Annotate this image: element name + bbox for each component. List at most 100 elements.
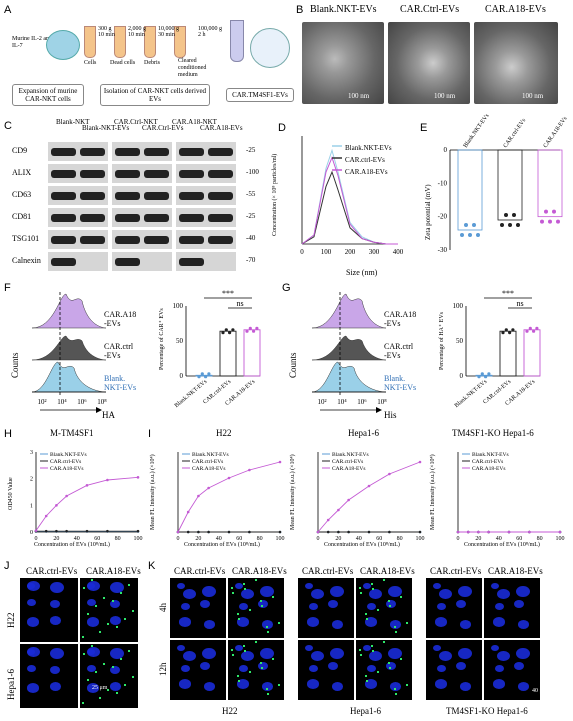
I2-pt <box>388 530 391 534</box>
F-point <box>224 328 228 332</box>
k-image-1-2 <box>298 640 354 700</box>
blot-strip <box>176 208 236 227</box>
zeta-cat-2: CAR.A18-EVs <box>543 115 569 149</box>
I1-pt <box>248 468 251 472</box>
I3-xtick: 20 <box>475 536 481 542</box>
k-group-2: Hepa1-6 <box>350 706 381 716</box>
zeta-point <box>500 223 504 227</box>
I1-pt <box>176 530 180 534</box>
spin-4: 100,000 g 2 h <box>198 26 222 38</box>
fl-chart-ko: 0 20 40 60 80 100 Blank.NKT-EVsCAR.ctrl-EVsCAR… <box>457 452 565 542</box>
k-group-1: H22 <box>222 706 238 716</box>
blot-band <box>208 236 233 244</box>
blot-band <box>80 192 105 200</box>
blot-band <box>80 170 105 178</box>
blot-band <box>179 170 204 178</box>
h-title: M-TM4SF1 <box>50 428 94 438</box>
I1-xtick: 40 <box>216 536 222 542</box>
lane-header: Blank-NKT Blank-NKT-EVs CAR.Ctrl-NKT CAR… <box>56 118 256 140</box>
H-pt <box>85 529 89 533</box>
I3-legend-2: CAR.A18-EVs <box>472 466 505 472</box>
I2-pt <box>316 530 320 534</box>
blot-kda-4: -40 <box>246 234 256 242</box>
I3-legend-0: Blank.NKT-EVs <box>472 452 509 458</box>
zeta-point <box>508 223 512 227</box>
f-pop-ctrl: CAR.ctrl -EVs <box>104 342 134 360</box>
G-sig-2: ns <box>516 299 523 308</box>
zeta-point <box>504 213 508 217</box>
panel-label-a: A <box>4 4 12 16</box>
blot-band <box>144 148 169 156</box>
blot-kda-0: -25 <box>246 146 256 154</box>
i-title-1: H22 <box>216 428 232 438</box>
flow-hist-0 <box>311 293 387 329</box>
j-col-1: CAR.ctrl-EVs <box>26 566 78 576</box>
G-ytick: 100 <box>453 302 464 310</box>
F-point <box>204 375 208 379</box>
G-point <box>504 328 508 332</box>
i1-xlabel: Concentration of EVs (10⁸/mL) <box>184 542 260 548</box>
I2-pt <box>367 530 371 534</box>
panel-label-k: K <box>148 560 156 572</box>
blot-strip <box>48 208 108 227</box>
flow-hist-ha: 10² 10⁴ 10⁶ 10⁸ <box>31 292 107 413</box>
zeta-point <box>556 219 560 224</box>
G-ytick: 50 <box>456 337 464 345</box>
G-point <box>535 326 539 330</box>
I1-pt <box>278 460 282 464</box>
j-image-1-1 <box>80 644 138 708</box>
tem-image-blank <box>302 22 384 104</box>
G-bar-1 <box>499 330 517 377</box>
I1-pt <box>197 494 200 498</box>
F-sig-1: *** <box>222 289 234 298</box>
blot-band <box>179 258 204 266</box>
blot-band <box>179 192 204 200</box>
k-image-1-0 <box>170 640 226 700</box>
G-point <box>477 375 481 379</box>
step-debris: Debris <box>144 60 160 66</box>
H-ytick: 2 <box>30 477 33 483</box>
H-ytick: 0 <box>30 530 33 536</box>
H-pt <box>136 529 140 533</box>
nta-line-1 <box>301 170 398 245</box>
fl-chart-h22: 0 20 40 60 80 100 Blank.NKT-EVsCAR.ctrl-EVsCAR… <box>176 452 285 542</box>
H-pt <box>44 514 48 518</box>
I1-line-2 <box>177 461 281 533</box>
j-image-1-0 <box>20 644 78 708</box>
lane-4: CAR.Ctrl-EVs <box>142 124 184 132</box>
I2-pt <box>367 484 371 488</box>
zeta-point <box>548 219 552 224</box>
blot-band <box>115 148 140 156</box>
blot-band <box>51 192 76 200</box>
step-cells: Cells <box>84 60 97 66</box>
blot-kda-5: -70 <box>246 256 256 264</box>
blot-protein-3: CD81 <box>12 212 32 221</box>
F-point <box>245 329 249 333</box>
I3-pt <box>528 530 531 534</box>
tube-icon-2 <box>114 26 126 58</box>
H-pt <box>44 529 48 533</box>
blot-strip <box>112 208 172 227</box>
blot-protein-0: CD9 <box>12 146 28 155</box>
tem-image-a18 <box>474 22 558 104</box>
flow-xtick: 10² <box>37 398 46 406</box>
g-pop-a18: CAR.A18 -EVs <box>384 310 417 328</box>
I2-line-2 <box>317 461 421 533</box>
blot-band <box>115 236 140 244</box>
tem-title-2: CAR.Ctrl-EVs <box>400 4 460 15</box>
H-pt <box>106 478 109 482</box>
spin-3: 10,000 g 30 min <box>158 26 179 38</box>
I2-pt <box>347 530 350 534</box>
ultracentrifuge-tube-icon <box>230 20 244 62</box>
nta-xlabel: Size (nm) <box>346 268 378 277</box>
F-point <box>228 331 232 335</box>
j-row-1: H22 <box>6 612 16 629</box>
zeta-point <box>472 223 476 227</box>
blot-band <box>51 170 76 178</box>
zeta-ytick: -10 <box>438 179 448 187</box>
i3-xlabel: Concentration of EVs (10⁸/mL) <box>464 542 540 548</box>
k-image-1-5 <box>484 640 540 700</box>
F-ytick: 100 <box>173 302 184 310</box>
flow-xtick: 10⁶ <box>357 398 367 406</box>
G-point <box>532 329 536 333</box>
